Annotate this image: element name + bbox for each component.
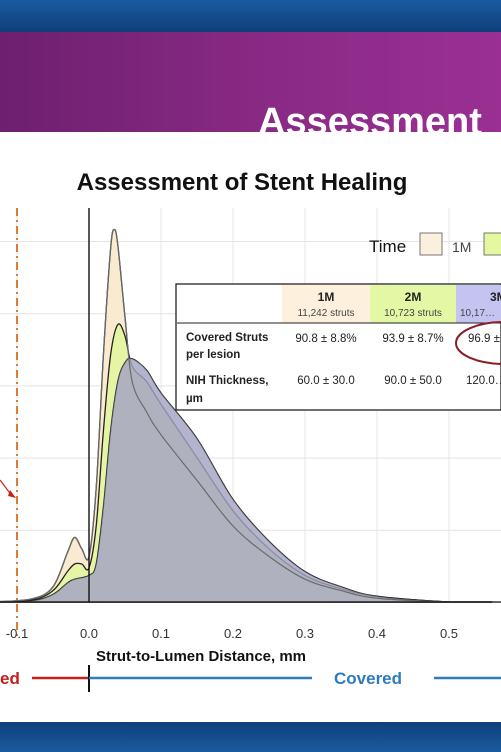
row2-cell-1m: 60.0 ± 30.0 [297, 375, 354, 387]
legend-label-1m: 1M [452, 239, 471, 255]
table-header-1m-bg [282, 285, 370, 323]
table-col-3m-sub: 10,17… [460, 308, 495, 319]
uncovered-label: ed [0, 669, 20, 688]
legend-swatch-2m [483, 232, 501, 256]
slide-header: Assessment [0, 32, 501, 141]
table-header-3m-bg [456, 285, 501, 323]
x-tick-label: 0.5 [440, 626, 458, 641]
density-overlay-3m [0, 358, 493, 602]
x-tick-labels: -0.1 0.0 0.1 0.2 0.3 0.4 0.5 [6, 626, 458, 641]
x-tick-label: 0.0 [80, 626, 98, 641]
legend-title: Time [369, 237, 406, 256]
x-axis-label: Strut-to-Lumen Distance, mm [96, 648, 306, 665]
row2-cell-2m: 90.0 ± 50.0 [384, 375, 441, 387]
x-tick-label: 0.2 [224, 626, 242, 641]
row1-label-line1: Covered Struts [186, 332, 268, 344]
chart-panel: Assessment of Stent Healing -0.1 0.0 0.1 0.… [0, 132, 501, 722]
bottom-blue-band [0, 722, 501, 752]
row1-cell-1m: 90.8 ± 8.8% [295, 333, 356, 345]
table-col-1m-sub: 11,242 struts [297, 308, 354, 319]
top-blue-band [0, 0, 501, 32]
bottom-annotation: ed Covered [0, 665, 501, 692]
density-outline-1m [0, 228, 493, 603]
chart-title: Assessment of Stent Healing [77, 169, 408, 196]
table-header-2m-bg [370, 285, 456, 323]
row1-cell-3m: 96.9 ±… [468, 333, 501, 345]
row1-label-line2: per lesion [186, 349, 240, 361]
legend-swatch-1m [419, 232, 443, 256]
table-col-2m: 2M [405, 290, 422, 304]
highlight-circle [455, 321, 501, 365]
table-col-3m: 3M [490, 290, 501, 304]
density-chart: Assessment of Stent Healing -0.1 0.0 0.1 0.… [0, 169, 501, 692]
table-col-1m: 1M [318, 290, 335, 304]
legend: Time 1M [369, 232, 501, 256]
x-tick-label: 0.1 [152, 626, 170, 641]
arrow-head [8, 490, 16, 498]
row1-cell-2m: 93.9 ± 8.7% [382, 333, 443, 345]
density-outlines [0, 228, 493, 603]
row2-cell-3m: 120.0… [466, 375, 501, 387]
table-col-2m-sub: 10,723 struts [384, 308, 442, 319]
stats-table: 1M 11,242 struts 2M 10,723 struts 3M 10,… [175, 283, 501, 411]
covered-label: Covered [334, 669, 402, 688]
x-tick-label: 0.4 [368, 626, 386, 641]
row2-label-line2: µm [186, 393, 203, 405]
row2-label-line1: NIH Thickness, [186, 375, 268, 387]
x-tick-label: -0.1 [6, 626, 28, 641]
x-tick-label: 0.3 [296, 626, 314, 641]
